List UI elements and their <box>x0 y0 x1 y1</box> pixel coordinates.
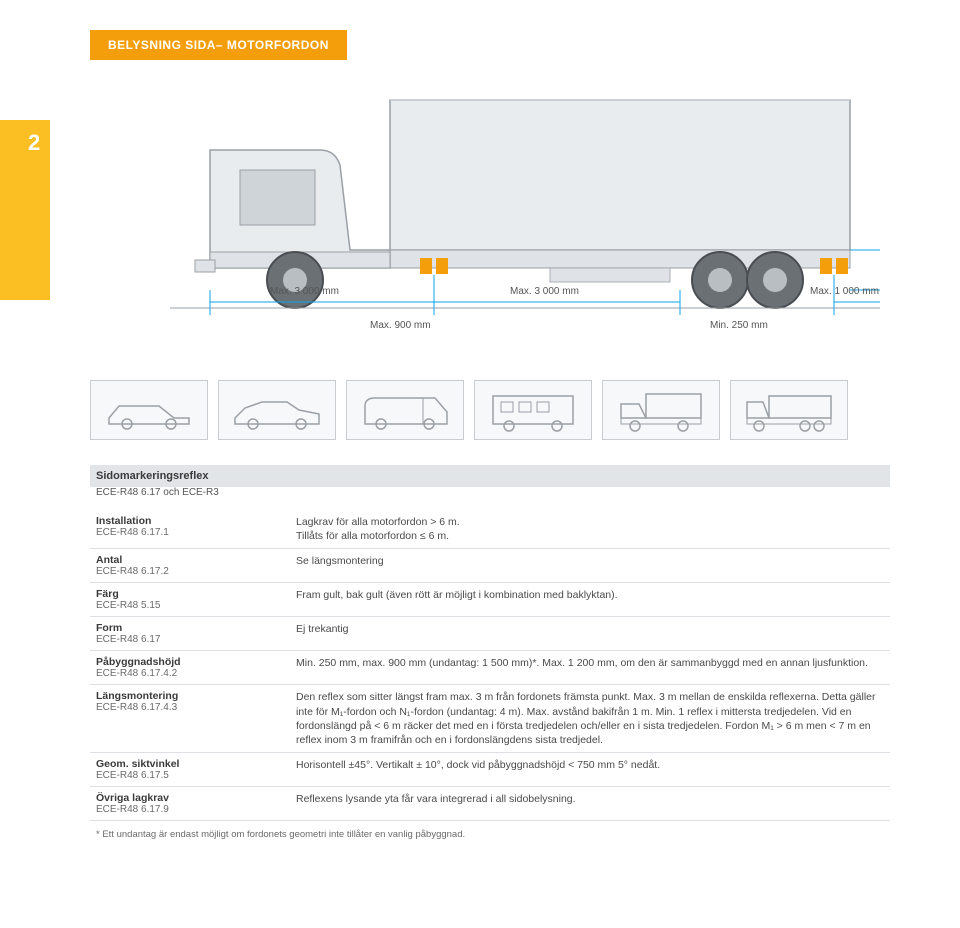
dim-label-0: Max. 3 000 mm <box>270 286 339 297</box>
vehicle-sedan <box>218 380 336 440</box>
side-tab: 2 <box>0 120 50 300</box>
dim-label-3: Max. 900 mm <box>370 320 431 331</box>
row-value: Reflexens lysande yta får vara integrera… <box>296 792 884 815</box>
row-ref: ECE-R48 6.17 <box>96 634 296 645</box>
vehicle-truck-large <box>730 380 848 440</box>
section-subtitle: ECE-R48 6.17 och ECE-R3 <box>96 487 219 498</box>
table-row: Geom. siktvinkelECE-R48 6.17.5Horisontel… <box>90 753 890 787</box>
row-label: Längsmontering <box>96 690 296 702</box>
vehicle-car <box>90 380 208 440</box>
vehicle-van <box>346 380 464 440</box>
section-title: Sidomarkeringsreflex <box>90 465 890 487</box>
spec-table: InstallationECE-R48 6.17.1Lagkrav för al… <box>90 510 890 840</box>
dim-label-1: Max. 3 000 mm <box>510 286 579 297</box>
row-label: Antal <box>96 554 296 566</box>
table-row: FormECE-R48 6.17Ej trekantig <box>90 617 890 651</box>
row-ref: ECE-R48 6.17.4.3 <box>96 702 296 713</box>
truck-svg <box>90 80 890 320</box>
row-value: Lagkrav för alla motorfordon > 6 m. Till… <box>296 515 884 543</box>
table-row: InstallationECE-R48 6.17.1Lagkrav för al… <box>90 510 890 549</box>
row-ref: ECE-R48 6.17.2 <box>96 566 296 577</box>
row-label: Form <box>96 622 296 634</box>
table-row: PåbyggnadshöjdECE-R48 6.17.4.2Min. 250 m… <box>90 651 890 685</box>
row-value: Se längsmontering <box>296 554 884 577</box>
row-value: Horisontell ±45°. Vertikalt ± 10°, dock … <box>296 758 884 781</box>
table-row: Övriga lagkravECE-R48 6.17.9Reflexens ly… <box>90 787 890 821</box>
table-row: FärgECE-R48 5.15Fram gult, bak gult (äve… <box>90 583 890 617</box>
row-ref: ECE-R48 6.17.9 <box>96 804 296 815</box>
vehicle-truck-small <box>602 380 720 440</box>
row-ref: ECE-R48 6.17.4.2 <box>96 668 296 679</box>
truck-diagram: Max. 3 000 mm Max. 3 000 mm Max. 1 000 m… <box>90 80 890 350</box>
row-label: Installation <box>96 515 296 527</box>
row-label: Geom. siktvinkel <box>96 758 296 770</box>
vehicle-type-row <box>90 380 848 440</box>
row-ref: ECE-R48 6.17.5 <box>96 770 296 781</box>
row-ref: ECE-R48 6.17.1 <box>96 527 296 538</box>
row-value: Min. 250 mm, max. 900 mm (undantag: 1 50… <box>296 656 884 679</box>
row-value: Den reflex som sitter längst fram max. 3… <box>296 690 884 747</box>
table-row: AntalECE-R48 6.17.2Se längsmontering <box>90 549 890 583</box>
row-value: Fram gult, bak gult (även rött är möjlig… <box>296 588 884 611</box>
dim-label-4: Min. 250 mm <box>710 320 768 331</box>
dim-label-2: Max. 1 000 mm <box>810 286 879 297</box>
row-ref: ECE-R48 5.15 <box>96 600 296 611</box>
row-label: Övriga lagkrav <box>96 792 296 804</box>
table-row: LängsmonteringECE-R48 6.17.4.3Den reflex… <box>90 685 890 753</box>
footnote: * Ett undantag är endast möjligt om ford… <box>90 829 890 840</box>
row-value: Ej trekantig <box>296 622 884 645</box>
row-label: Påbyggnadshöjd <box>96 656 296 668</box>
row-label: Färg <box>96 588 296 600</box>
vehicle-bus <box>474 380 592 440</box>
page-header: BELYSNING SIDA– MOTORFORDON <box>90 30 347 60</box>
